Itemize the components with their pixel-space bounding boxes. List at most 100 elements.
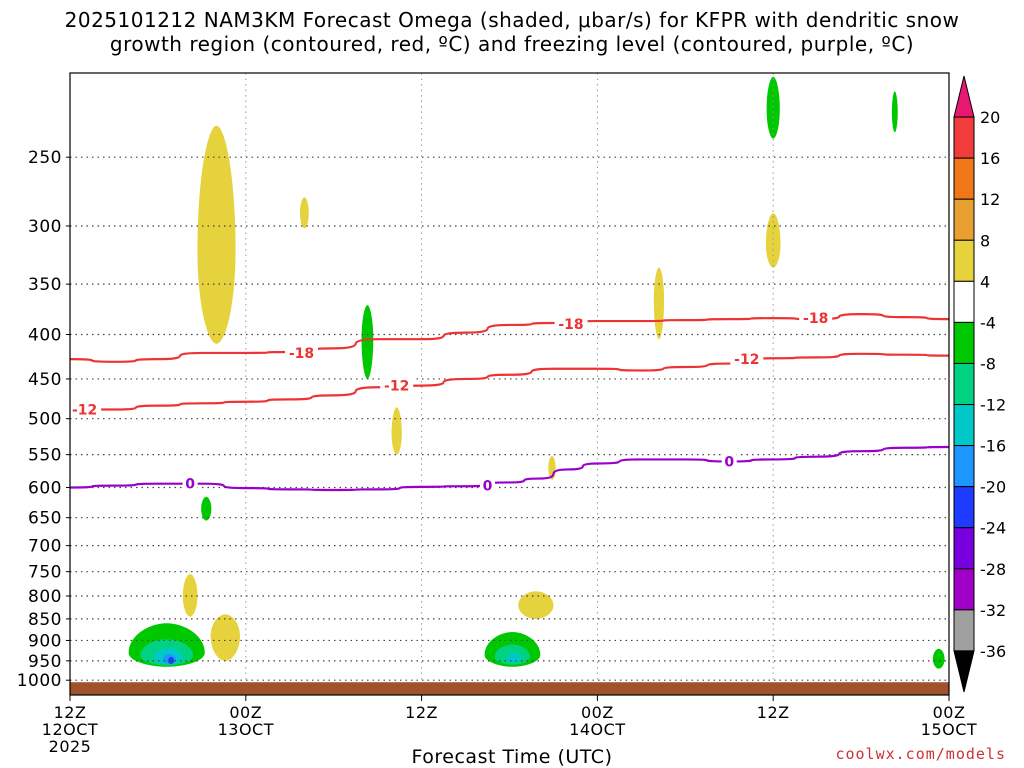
x-tick-label-5-1: 15OCT bbox=[921, 720, 977, 739]
colorbar-swatch-8 bbox=[953, 404, 975, 447]
colorbar-tick-label-12: -32 bbox=[980, 601, 1006, 620]
y-tick-label-11: 800 bbox=[28, 587, 62, 607]
y-tick-label-8: 650 bbox=[28, 509, 62, 529]
contour-layer bbox=[70, 313, 949, 492]
y-tick-label-12: 850 bbox=[28, 610, 62, 630]
contour-label-bg-3 bbox=[730, 351, 764, 368]
colorbar-swatch-7 bbox=[953, 362, 975, 406]
omega-shading-layer bbox=[128, 76, 945, 669]
colorbar-swatch-6 bbox=[953, 321, 975, 364]
x-tick-label-0-1: 12OCT bbox=[42, 720, 98, 739]
x-tick-label-1-0: 00Z bbox=[229, 703, 262, 722]
x-tick-label-5-0: 00Z bbox=[933, 703, 966, 722]
contour-label-0: -18 bbox=[289, 346, 314, 362]
contour-label-bg-4 bbox=[380, 377, 414, 394]
colorbar-tick-label-11: -28 bbox=[980, 560, 1006, 579]
x-tick-label-0-0: 12Z bbox=[54, 703, 87, 722]
y-tick-label-4: 450 bbox=[28, 370, 62, 390]
contour-label-6: 0 bbox=[185, 477, 195, 493]
colorbar-bottom-arrow bbox=[953, 650, 975, 693]
colorbar-tick-label-13: -36 bbox=[980, 642, 1006, 661]
omega-region-7 bbox=[210, 614, 240, 661]
contour-label-bg-5 bbox=[68, 401, 102, 418]
grid-layer bbox=[69, 73, 950, 695]
y-tick-label-7: 600 bbox=[28, 478, 62, 498]
x-tick-label-3-0: 00Z bbox=[581, 703, 614, 722]
contour-label-bg-6 bbox=[182, 475, 198, 492]
y-tick-label-6: 550 bbox=[28, 446, 62, 466]
colorbar-tick-label-10: -24 bbox=[980, 519, 1006, 538]
contour-label-bg-7 bbox=[480, 477, 496, 494]
contour-line-0 bbox=[70, 313, 949, 363]
y-tick-label-14: 950 bbox=[28, 652, 62, 672]
x-tick-label-3-1: 14OCT bbox=[569, 720, 625, 739]
y-tick-label-10: 750 bbox=[28, 563, 62, 583]
contour-label-4: -12 bbox=[384, 379, 409, 395]
contour-label-7: 0 bbox=[483, 479, 493, 495]
contour-label-5: -12 bbox=[72, 403, 97, 419]
colorbar-top-arrow bbox=[953, 75, 975, 118]
colorbar-swatch-4 bbox=[953, 239, 975, 282]
y-tick-label-15: 1000 bbox=[17, 671, 62, 691]
colorbar-swatch-9 bbox=[953, 445, 975, 488]
colorbar-tick-label-9: -20 bbox=[980, 478, 1006, 497]
colorbar-tick-label-2: 12 bbox=[980, 190, 1000, 209]
site-credit[interactable]: coolwx.com/models bbox=[835, 745, 1006, 763]
colorbar-tick-label-6: -8 bbox=[980, 354, 996, 373]
x-tick-label-0-2: 2025 bbox=[49, 737, 92, 756]
y-tick-label-9: 700 bbox=[28, 537, 62, 557]
y-tick-label-13: 900 bbox=[28, 631, 62, 651]
contour-label-8: 0 bbox=[724, 454, 734, 470]
omega-region-9 bbox=[361, 305, 374, 379]
x-tick-label-4-0: 12Z bbox=[757, 703, 790, 722]
colorbar-tick-label-0: 20 bbox=[980, 108, 1000, 127]
omega-region-1 bbox=[300, 197, 309, 229]
chart-title-line-2: growth region (contoured, red, ºC) and f… bbox=[109, 32, 915, 56]
y-tick-label-2: 350 bbox=[28, 275, 62, 295]
contour-label-1: -18 bbox=[558, 317, 583, 333]
colorbar-swatch-3 bbox=[953, 198, 975, 241]
omega-region-10 bbox=[766, 76, 780, 139]
colorbar-swatch-10 bbox=[953, 486, 975, 529]
y-tick-label-3: 400 bbox=[28, 326, 62, 346]
colorbar-tick-label-4: 4 bbox=[980, 272, 990, 291]
y-tick-label-5: 500 bbox=[28, 410, 62, 430]
contour-label-bg-2 bbox=[799, 310, 833, 327]
colorbar: 20 16 12 8 4 -4 -8 -12 -16 -20 -24 -28 -32 -36 bbox=[953, 75, 1006, 693]
contour-label-bg-0 bbox=[284, 344, 318, 361]
omega-region-18 bbox=[168, 656, 175, 665]
contour-line-1 bbox=[70, 352, 949, 411]
ground-surface bbox=[70, 682, 949, 695]
contour-line-2 bbox=[70, 445, 949, 492]
omega-region-12 bbox=[201, 496, 212, 521]
omega-region-4 bbox=[391, 407, 402, 455]
contour-label-bg-1 bbox=[554, 315, 588, 332]
plot-frame bbox=[69, 72, 950, 696]
contour-label-bg-8 bbox=[721, 453, 737, 470]
contour-label-layer: -18 -18 -18 -12 -12 -12 0 0 0 bbox=[68, 310, 833, 495]
x-tick-label-2-0: 12Z bbox=[405, 703, 438, 722]
colorbar-swatch-13 bbox=[953, 609, 975, 652]
contour-label-3: -12 bbox=[734, 352, 759, 368]
colorbar-tick-label-1: 16 bbox=[980, 149, 1000, 168]
colorbar-tick-label-8: -16 bbox=[980, 437, 1006, 456]
omega-region-8 bbox=[518, 591, 554, 619]
y-axis: 2503003504004505005506006507007508008509… bbox=[17, 148, 70, 691]
colorbar-tick-label-3: 8 bbox=[980, 231, 990, 250]
omega-region-13 bbox=[932, 648, 945, 669]
colorbar-tick-label-7: -12 bbox=[980, 396, 1006, 415]
omega-region-0 bbox=[197, 125, 236, 344]
omega-region-3 bbox=[765, 213, 781, 268]
colorbar-swatch-1 bbox=[953, 116, 975, 159]
colorbar-swatch-5 bbox=[953, 280, 975, 323]
x-axis-title: Forecast Time (UTC) bbox=[411, 746, 613, 768]
colorbar-tick-label-5: -4 bbox=[980, 313, 996, 332]
chart-title-line-1: 2025101212 NAM3KM Forecast Omega (shaded… bbox=[64, 8, 960, 32]
y-tick-label-1: 300 bbox=[28, 217, 62, 237]
contour-label-2: -18 bbox=[803, 311, 828, 327]
omega-region-2 bbox=[653, 267, 665, 340]
colorbar-swatch-12 bbox=[953, 568, 975, 611]
colorbar-swatch-2 bbox=[953, 157, 975, 200]
